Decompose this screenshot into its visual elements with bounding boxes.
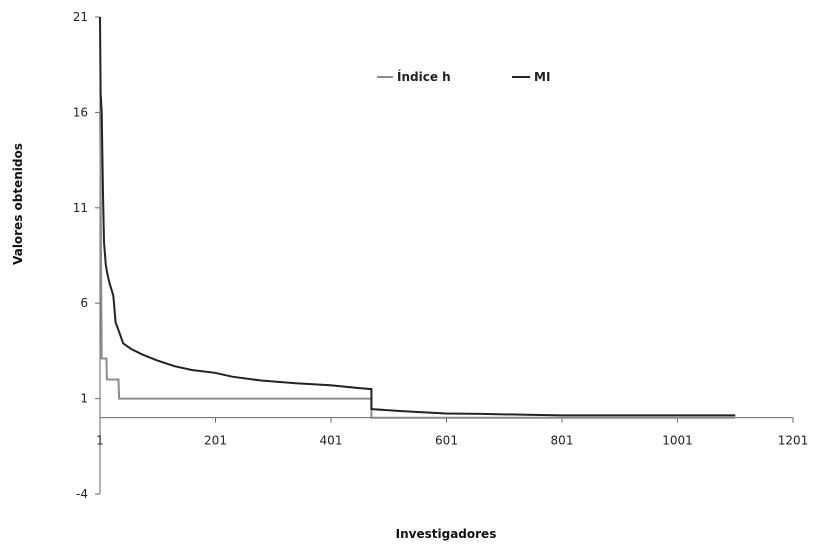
series-line-mi xyxy=(99,16,736,417)
x-tick-label: 201 xyxy=(204,434,227,448)
legend-label-mi: MI xyxy=(534,70,550,84)
x-tick-label: 1001 xyxy=(662,434,693,448)
y-axis-title: Valores obtenidos xyxy=(11,143,25,265)
x-axis-ticks: 1 201 401 601 801 1001 1201 xyxy=(96,417,809,448)
x-tick-label: 1201 xyxy=(778,434,809,448)
y-tick-label: 1 xyxy=(80,392,88,406)
x-tick-label: 1 xyxy=(96,434,104,448)
y-tick-label: 21 xyxy=(73,10,88,24)
x-tick-label: 801 xyxy=(551,434,574,448)
y-tick-label: 11 xyxy=(73,201,88,215)
x-tick-label: 401 xyxy=(320,434,343,448)
x-tick-label: 601 xyxy=(435,434,458,448)
legend-label-indice-h: Índice h xyxy=(397,69,451,84)
y-tick-label: -4 xyxy=(76,487,88,501)
y-tick-label: 6 xyxy=(80,296,88,310)
series-line-indice-h xyxy=(99,112,736,419)
legend: Índice h MI xyxy=(377,69,550,84)
x-axis-title: Investigadores xyxy=(396,527,497,541)
y-tick-label: 16 xyxy=(73,105,88,119)
series-layer xyxy=(99,16,736,419)
